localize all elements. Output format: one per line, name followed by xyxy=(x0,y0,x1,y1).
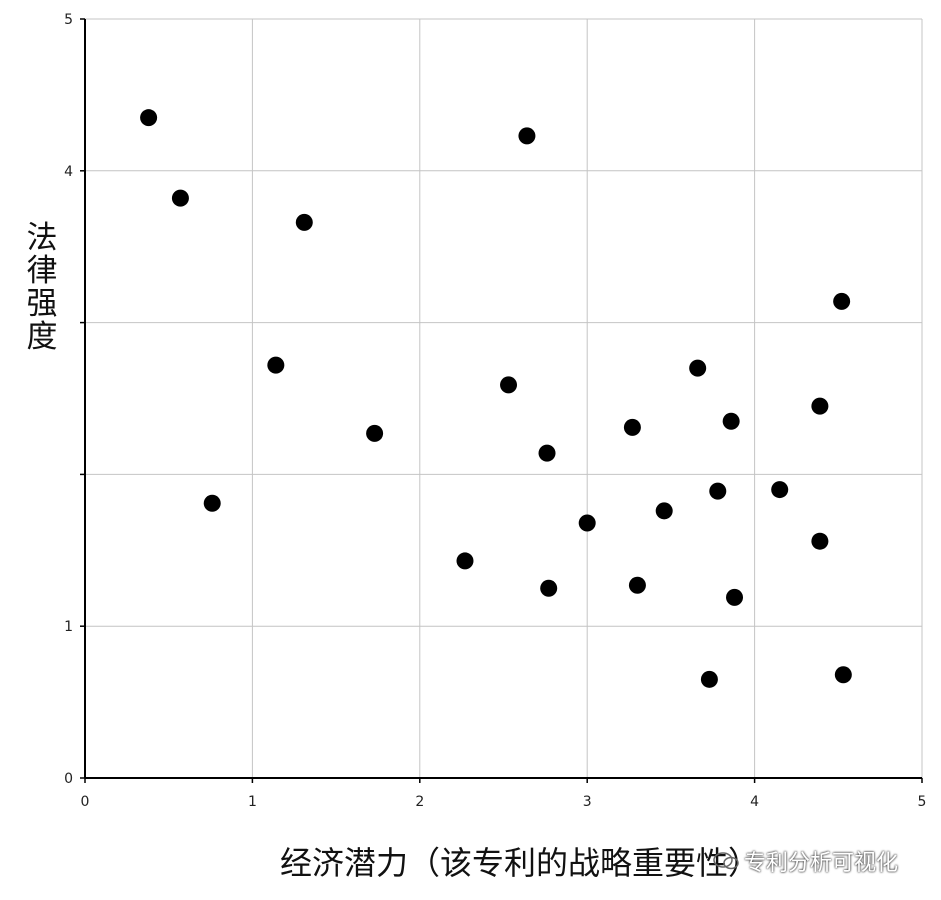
data-point xyxy=(700,670,718,688)
tick-labels: 0 1 2 3 4 5 0 1 4 5 xyxy=(64,12,926,810)
data-point xyxy=(140,109,158,127)
x-tick-label: 3 xyxy=(583,794,592,810)
data-point xyxy=(722,412,740,430)
data-point xyxy=(203,494,221,512)
x-tick-label: 4 xyxy=(750,794,759,810)
data-point xyxy=(689,359,707,377)
y-tick-label: 4 xyxy=(64,164,73,180)
wechat-icon xyxy=(713,852,739,870)
data-point xyxy=(171,189,189,207)
data-point xyxy=(628,576,646,594)
data-point xyxy=(267,356,285,374)
data-point xyxy=(623,418,641,436)
y-axis-label-char: 法 xyxy=(26,220,58,256)
data-point xyxy=(833,292,851,310)
watermark-text: 专利分析可视化 xyxy=(744,851,899,876)
data-point xyxy=(811,532,829,550)
y-tick-label: 5 xyxy=(64,12,73,28)
data-point xyxy=(366,424,384,442)
x-tick-label: 1 xyxy=(248,794,257,810)
data-point xyxy=(540,579,558,597)
data-point xyxy=(834,666,852,684)
data-point xyxy=(578,514,596,532)
data-point xyxy=(771,481,789,499)
grid xyxy=(85,18,923,778)
y-tick-label: 0 xyxy=(64,771,73,787)
watermark: 专利分析可视化 xyxy=(712,845,898,877)
y-axis-label: 法律强度 xyxy=(22,222,62,354)
data-point xyxy=(456,552,474,570)
axes xyxy=(80,18,923,783)
x-tick-label: 2 xyxy=(415,794,424,810)
data-point xyxy=(655,502,673,520)
y-axis-label-char: 强 xyxy=(26,286,58,322)
x-tick-label: 5 xyxy=(918,794,927,810)
y-axis-label-char: 度 xyxy=(26,319,58,355)
data-point xyxy=(811,397,829,415)
y-axis-label-char: 律 xyxy=(26,253,58,289)
data-point xyxy=(518,127,536,145)
data-point xyxy=(538,444,556,462)
y-tick-label: 1 xyxy=(64,619,73,635)
data-point xyxy=(726,588,744,606)
data-point xyxy=(500,376,518,394)
x-axis-label: 经济潜力（该专利的战略重要性） xyxy=(280,844,761,882)
data-point xyxy=(295,213,313,231)
data-points xyxy=(140,109,852,688)
x-tick-label: 0 xyxy=(81,794,90,810)
data-point xyxy=(709,482,727,500)
